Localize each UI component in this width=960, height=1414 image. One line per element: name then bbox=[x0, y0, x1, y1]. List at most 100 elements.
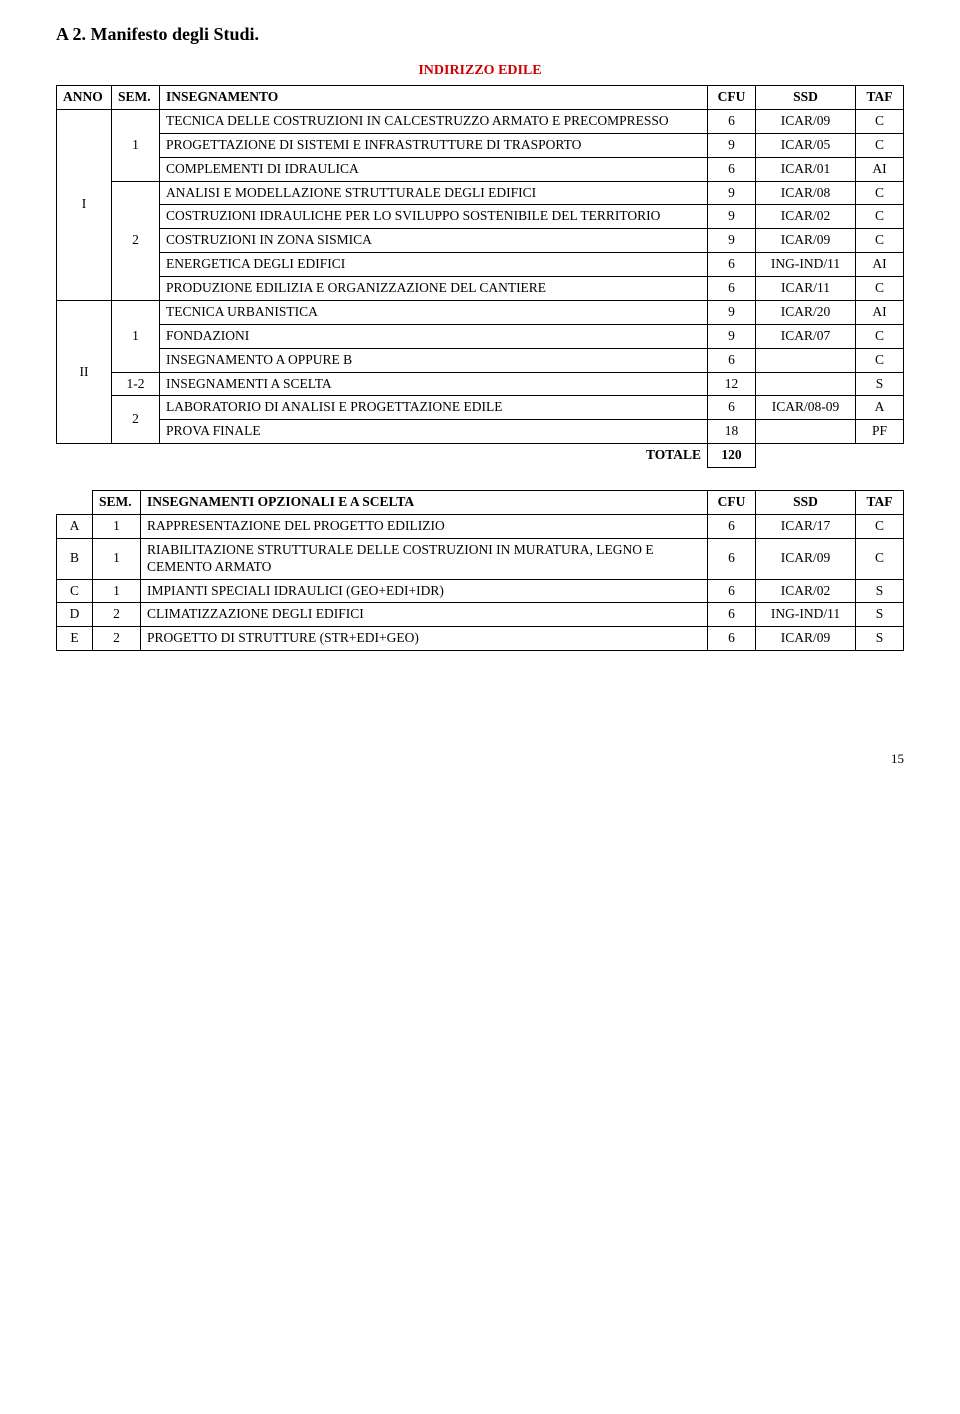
cell-cfu: 9 bbox=[708, 324, 756, 348]
cell-taf: S bbox=[856, 372, 904, 396]
cell-taf: AI bbox=[856, 300, 904, 324]
cell-sem: 1 bbox=[112, 300, 160, 372]
cell-cfu: 9 bbox=[708, 133, 756, 157]
cell-taf: C bbox=[856, 229, 904, 253]
cell-name: TECNICA DELLE COSTRUZIONI IN CALCESTRUZZ… bbox=[160, 109, 708, 133]
cell-ssd: ICAR/09 bbox=[756, 627, 856, 651]
hdr-sem: SEM. bbox=[112, 86, 160, 110]
section-title: A 2. Manifesto degli Studi. bbox=[56, 24, 904, 45]
hdr-ins: INSEGNAMENTO bbox=[160, 86, 708, 110]
table-row: B 1 RIABILITAZIONE STRUTTURALE DELLE COS… bbox=[57, 538, 904, 579]
cell-cfu: 6 bbox=[708, 396, 756, 420]
cell-ssd: ICAR/08 bbox=[756, 181, 856, 205]
cell-sem: 2 bbox=[112, 396, 160, 444]
cell-name: PROGETTAZIONE DI SISTEMI E INFRASTRUTTUR… bbox=[160, 133, 708, 157]
cell-taf: PF bbox=[856, 420, 904, 444]
cell-ssd: ICAR/02 bbox=[756, 579, 856, 603]
cell-name: PROGETTO DI STRUTTURE (STR+EDI+GEO) bbox=[141, 627, 708, 651]
cell-name: CLIMATIZZAZIONE DEGLI EDIFICI bbox=[141, 603, 708, 627]
cell-taf: C bbox=[856, 277, 904, 301]
table-heading: INDIRIZZO EDILE bbox=[56, 63, 904, 79]
table-header-row: ANNO SEM. INSEGNAMENTO CFU SSD TAF bbox=[57, 86, 904, 110]
table-row: PROVA FINALE 18 PF bbox=[57, 420, 904, 444]
cell-taf: A bbox=[856, 396, 904, 420]
cell-cfu: 6 bbox=[708, 627, 756, 651]
cell-name: COMPLEMENTI DI IDRAULICA bbox=[160, 157, 708, 181]
cell-name: TECNICA URBANISTICA bbox=[160, 300, 708, 324]
cell-cfu: 9 bbox=[708, 300, 756, 324]
cell-anno: I bbox=[57, 109, 112, 300]
cell-taf: AI bbox=[856, 253, 904, 277]
cell-cfu: 6 bbox=[708, 277, 756, 301]
cell-cfu: 6 bbox=[708, 514, 756, 538]
cell-taf: C bbox=[856, 348, 904, 372]
cell-sem: 2 bbox=[112, 181, 160, 300]
cell-name: RIABILITAZIONE STRUTTURALE DELLE COSTRUZ… bbox=[141, 538, 708, 579]
cell-sem: 1 bbox=[112, 109, 160, 181]
cell-taf: S bbox=[856, 627, 904, 651]
cell-ssd: ICAR/01 bbox=[756, 157, 856, 181]
cell-anno: II bbox=[57, 300, 112, 443]
hdr-blank bbox=[57, 491, 93, 515]
cell-ssd: ICAR/07 bbox=[756, 324, 856, 348]
table-row: PRODUZIONE EDILIZIA E ORGANIZZAZIONE DEL… bbox=[57, 277, 904, 301]
table-row: ENERGETICA DEGLI EDIFICI 6 ING-IND/11 AI bbox=[57, 253, 904, 277]
hdr-cfu: CFU bbox=[708, 86, 756, 110]
cell-ssd: ICAR/09 bbox=[756, 538, 856, 579]
table-row: A 1 RAPPRESENTAZIONE DEL PROGETTO EDILIZ… bbox=[57, 514, 904, 538]
cell-name: INSEGNAMENTI A SCELTA bbox=[160, 372, 708, 396]
table-row: COSTRUZIONI IDRAULICHE PER LO SVILUPPO S… bbox=[57, 205, 904, 229]
cell-name: COSTRUZIONI IDRAULICHE PER LO SVILUPPO S… bbox=[160, 205, 708, 229]
cell-name: RAPPRESENTAZIONE DEL PROGETTO EDILIZIO bbox=[141, 514, 708, 538]
table-row: I 1 TECNICA DELLE COSTRUZIONI IN CALCEST… bbox=[57, 109, 904, 133]
cell-ssd: ICAR/09 bbox=[756, 229, 856, 253]
hdr-ssd: SSD bbox=[756, 86, 856, 110]
hdr-sem: SEM. bbox=[93, 491, 141, 515]
cell-name: COSTRUZIONI IN ZONA SISMICA bbox=[160, 229, 708, 253]
main-table: ANNO SEM. INSEGNAMENTO CFU SSD TAF I 1 T… bbox=[56, 85, 904, 468]
hdr-taf: TAF bbox=[856, 86, 904, 110]
cell-code: D bbox=[57, 603, 93, 627]
hdr-cfu: CFU bbox=[708, 491, 756, 515]
hdr-anno: ANNO bbox=[57, 86, 112, 110]
cell-sem: 1 bbox=[93, 538, 141, 579]
cell-name: IMPIANTI SPECIALI IDRAULICI (GEO+EDI+IDR… bbox=[141, 579, 708, 603]
optional-table: SEM. INSEGNAMENTI OPZIONALI E A SCELTA C… bbox=[56, 490, 904, 651]
cell-taf: S bbox=[856, 603, 904, 627]
cell-taf: C bbox=[856, 538, 904, 579]
table-row: FONDAZIONI 9 ICAR/07 C bbox=[57, 324, 904, 348]
cell-cfu: 9 bbox=[708, 229, 756, 253]
cell-taf: C bbox=[856, 514, 904, 538]
cell-taf: C bbox=[856, 205, 904, 229]
table-row: D 2 CLIMATIZZAZIONE DEGLI EDIFICI 6 ING-… bbox=[57, 603, 904, 627]
cell-name: LABORATORIO DI ANALISI E PROGETTAZIONE E… bbox=[160, 396, 708, 420]
cell-sem: 1 bbox=[93, 579, 141, 603]
page-number: 15 bbox=[56, 751, 904, 767]
totale-value: 120 bbox=[708, 444, 756, 468]
table-header-row: SEM. INSEGNAMENTI OPZIONALI E A SCELTA C… bbox=[57, 491, 904, 515]
cell-sem: 2 bbox=[93, 627, 141, 651]
cell-cfu: 6 bbox=[708, 579, 756, 603]
cell-cfu: 6 bbox=[708, 603, 756, 627]
table-row: E 2 PROGETTO DI STRUTTURE (STR+EDI+GEO) … bbox=[57, 627, 904, 651]
cell-cfu: 6 bbox=[708, 157, 756, 181]
table-row: C 1 IMPIANTI SPECIALI IDRAULICI (GEO+EDI… bbox=[57, 579, 904, 603]
cell-sem: 1 bbox=[93, 514, 141, 538]
cell-ssd bbox=[756, 420, 856, 444]
cell-ssd: ICAR/08-09 bbox=[756, 396, 856, 420]
cell-cfu: 12 bbox=[708, 372, 756, 396]
cell-taf: S bbox=[856, 579, 904, 603]
table-total-row: TOTALE 120 bbox=[57, 444, 904, 468]
cell-name: PRODUZIONE EDILIZIA E ORGANIZZAZIONE DEL… bbox=[160, 277, 708, 301]
cell-code: A bbox=[57, 514, 93, 538]
cell-cfu: 18 bbox=[708, 420, 756, 444]
cell-ssd: ICAR/20 bbox=[756, 300, 856, 324]
cell-name: FONDAZIONI bbox=[160, 324, 708, 348]
cell-cfu: 6 bbox=[708, 538, 756, 579]
cell-sem: 1-2 bbox=[112, 372, 160, 396]
table-row: 2 ANALISI E MODELLAZIONE STRUTTURALE DEG… bbox=[57, 181, 904, 205]
cell-taf: C bbox=[856, 324, 904, 348]
table-row: 1-2 INSEGNAMENTI A SCELTA 12 S bbox=[57, 372, 904, 396]
cell-cfu: 6 bbox=[708, 253, 756, 277]
cell-code: C bbox=[57, 579, 93, 603]
